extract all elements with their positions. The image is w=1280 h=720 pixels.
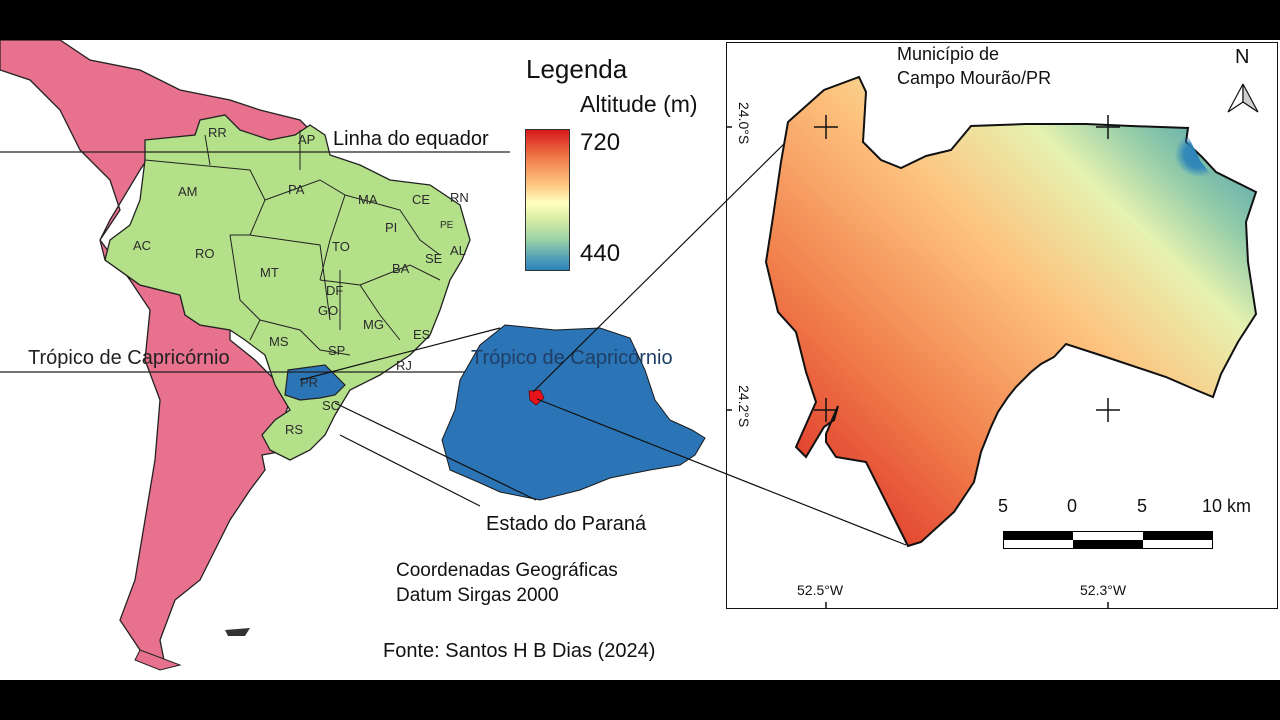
parana-caption: Estado do Paraná xyxy=(486,513,647,535)
inset-title-line1: Município de xyxy=(897,44,1000,64)
state-label-pi: PI xyxy=(385,220,398,235)
scale-label-5-left: 5 xyxy=(998,496,1009,516)
state-label-ac: AC xyxy=(133,238,152,253)
altitude-colorbar xyxy=(525,129,570,271)
inset-frame xyxy=(726,42,1278,609)
lon-label-52-5: 52.5°W xyxy=(797,582,844,598)
legend-subtitle: Altitude (m) xyxy=(580,91,698,117)
state-label-rn: RN xyxy=(450,190,469,205)
legend-max-label: 720 xyxy=(580,129,621,156)
state-label-pa: PA xyxy=(288,182,305,197)
state-label-ro: RO xyxy=(195,246,215,261)
state-label-es: ES xyxy=(413,327,431,342)
state-label-se: SE xyxy=(425,251,443,266)
state-label-mt: MT xyxy=(260,265,279,280)
state-label-mg: MG xyxy=(363,317,384,332)
state-label-ce: CE xyxy=(412,192,431,207)
campo-mourao-elevation-map xyxy=(726,75,1259,609)
state-label-rj: RJ xyxy=(396,358,412,373)
state-label-al: AL xyxy=(450,243,466,258)
north-arrow-icon xyxy=(1227,83,1259,113)
legend-title: Legenda xyxy=(526,54,628,84)
tropic-label: Trópico de Capricórnio xyxy=(28,347,230,369)
state-label-pe: PE xyxy=(440,220,454,231)
source-note: Fonte: Santos H B Dias (2024) xyxy=(383,640,656,662)
state-label-go: GO xyxy=(318,303,339,318)
south-america-map xyxy=(0,40,520,671)
state-label-rr: RR xyxy=(208,125,227,140)
legend-min-label: 440 xyxy=(580,240,621,267)
parana-state xyxy=(284,364,346,401)
lon-label-52-3: 52.3°W xyxy=(1080,582,1127,598)
lat-label-24-0: 24.0°S xyxy=(736,102,752,145)
lat-label-24-2: 24.2°S xyxy=(736,385,752,428)
state-label-ap: AP xyxy=(298,132,316,147)
scale-label-5: 5 xyxy=(1137,496,1148,516)
equator-label: Linha do equador xyxy=(333,128,489,150)
state-label-am: AM xyxy=(178,184,198,199)
state-label-ma: MA xyxy=(358,192,378,207)
state-label-ms: MS xyxy=(269,334,289,349)
state-label-sp: SP xyxy=(328,343,346,358)
scale-label-10km: 10 km xyxy=(1202,496,1252,516)
coords-note: Coordenadas Geográficas xyxy=(396,560,618,581)
state-label-ba: BA xyxy=(392,261,410,276)
datum-note: Datum Sirgas 2000 xyxy=(396,585,559,606)
parana-tropic-label: Trópico de Capricórnio xyxy=(471,347,673,369)
state-label-rs: RS xyxy=(285,422,304,437)
scale-bar xyxy=(1003,531,1213,549)
inset-title-line2: Campo Mourão/PR xyxy=(897,68,1052,88)
north-label: N xyxy=(1235,46,1250,68)
state-label-df: DF xyxy=(326,283,344,298)
state-label-to: TO xyxy=(332,239,350,254)
scale-label-0: 0 xyxy=(1067,496,1078,516)
map-canvas: RR AP AM PA MA CE RN PI PE AL SE AC RO T… xyxy=(0,40,1280,680)
